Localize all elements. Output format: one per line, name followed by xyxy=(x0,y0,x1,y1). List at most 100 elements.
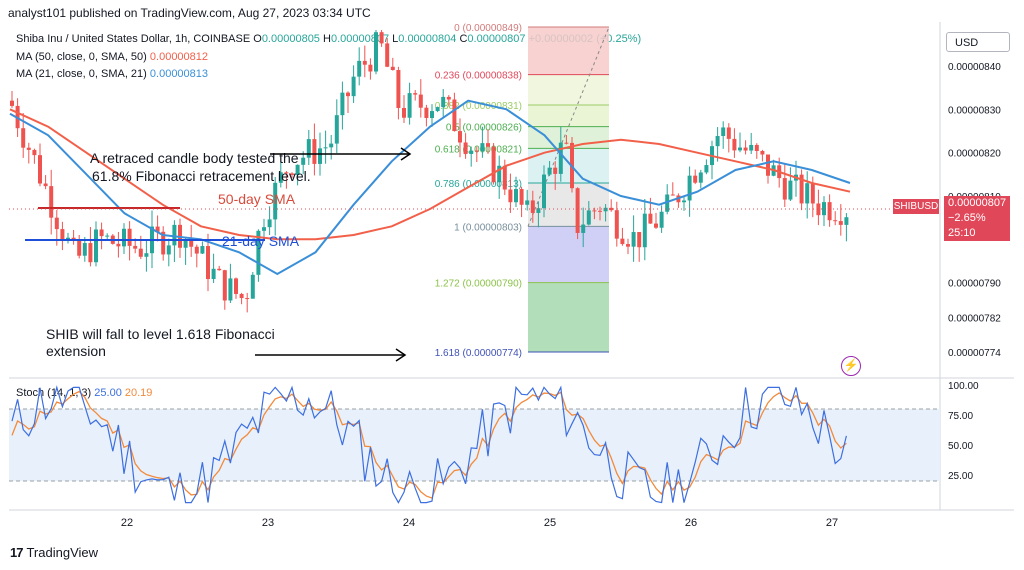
candle-body xyxy=(295,164,300,175)
candle-body xyxy=(396,70,401,108)
candle-body xyxy=(654,223,658,228)
candle-body xyxy=(670,194,675,196)
ma21-label: MA (21, close, 0, SMA, 21) xyxy=(16,68,147,80)
candle-body xyxy=(10,100,14,106)
candle-body xyxy=(502,165,507,190)
candle-body xyxy=(133,245,138,249)
candle-body xyxy=(598,210,602,212)
candle-body xyxy=(530,200,535,213)
bolt-icon[interactable]: ⚡ xyxy=(841,356,861,376)
ma50-legend: MA (50, close, 0, SMA, 50) 0.00000812 xyxy=(16,51,208,63)
last-price-box: 0.00000807 −2.65% 25:10 xyxy=(944,196,1010,241)
candle-body xyxy=(32,149,37,156)
candle-body xyxy=(754,144,759,151)
candle-body xyxy=(239,293,244,299)
candle-body xyxy=(682,200,686,203)
candle-body xyxy=(435,107,440,112)
time-axis-tick: 22 xyxy=(121,517,133,529)
time-axis-tick: 26 xyxy=(685,517,697,529)
stoch-k-value: 25.00 xyxy=(94,387,122,399)
candle-body xyxy=(138,248,143,257)
ohlc-open-label: O xyxy=(253,33,262,45)
candle-body xyxy=(407,93,412,118)
time-axis-tick: 27 xyxy=(826,517,838,529)
candle-body xyxy=(822,202,826,216)
candle-body xyxy=(816,203,821,216)
currency-button[interactable]: USD xyxy=(946,32,1010,52)
candle-body xyxy=(88,243,93,263)
candle-body xyxy=(278,172,283,183)
candle-body xyxy=(200,246,205,254)
ohlc-low: 0.00000804 xyxy=(398,33,457,45)
candle-body xyxy=(452,99,457,132)
candle-body xyxy=(54,217,59,230)
ohlc-low-label: L xyxy=(392,33,399,45)
candle-body xyxy=(144,253,149,257)
candle-body xyxy=(49,186,54,218)
candle-body xyxy=(99,229,104,237)
candle-body xyxy=(749,144,754,151)
fib-level-label: 1 (0.00000803) xyxy=(454,222,522,233)
candle-body xyxy=(760,150,765,155)
candle-body xyxy=(43,183,48,187)
candle-body xyxy=(698,172,703,183)
candle-body xyxy=(116,243,121,247)
stoch-d-value: 20.19 xyxy=(124,387,153,399)
symbol-name: Shiba Inu / United States Dollar, 1h, CO… xyxy=(16,33,251,45)
candle-body xyxy=(21,128,26,148)
candle-body xyxy=(542,174,546,209)
arrow-extension-head xyxy=(395,348,407,362)
tradingview-brand: TradingView xyxy=(26,545,99,560)
fib-level-label: 0.786 (0.00000813) xyxy=(435,179,522,190)
candle-body xyxy=(77,240,82,256)
annotation-50-day-sma: 50-day SMA xyxy=(218,191,296,207)
candle-body xyxy=(94,229,98,263)
candle-body xyxy=(766,154,770,176)
candle-body xyxy=(491,146,496,183)
candle-body xyxy=(626,244,630,247)
fib-level-label: 1.272 (0.00000790) xyxy=(435,279,522,290)
candle-body xyxy=(60,229,65,241)
candle-body xyxy=(525,200,530,205)
candle-body xyxy=(486,143,490,147)
candle-body xyxy=(558,142,563,174)
last-change: −2.65% xyxy=(948,212,986,224)
candle-body xyxy=(38,155,42,184)
fib-level-label: 0.236 (0.00000838) xyxy=(435,71,522,82)
candle-body xyxy=(206,246,210,280)
candle-body xyxy=(368,64,373,72)
candle-body xyxy=(194,246,199,254)
candle-body xyxy=(519,189,524,205)
arrow-retrace-head xyxy=(400,147,412,161)
candle-body xyxy=(312,139,317,164)
candle-body xyxy=(799,174,804,204)
candle-body xyxy=(234,278,238,294)
candle-body xyxy=(267,219,272,228)
candle-body xyxy=(458,131,462,143)
candle-body xyxy=(838,221,843,225)
ma50-value: 0.00000812 xyxy=(149,51,209,63)
fib-zone xyxy=(528,126,609,149)
candle-body xyxy=(609,207,614,211)
ma21-legend: MA (21, close, 0, SMA, 21) 0.00000813 xyxy=(16,68,208,80)
candle-body xyxy=(637,232,642,248)
ohlc-open: 0.00000805 xyxy=(261,33,320,45)
time-axis-tick: 24 xyxy=(403,517,415,529)
candle-body xyxy=(441,96,446,108)
candle-body xyxy=(547,167,552,175)
candle-body xyxy=(390,66,395,71)
candle-body xyxy=(402,107,406,118)
candle-body xyxy=(245,298,250,300)
candle-body xyxy=(704,165,709,173)
fib-level-label: 0.5 (0.00000826) xyxy=(446,123,522,134)
candle-body xyxy=(166,245,171,255)
fib-level-label: 0 (0.00000849) xyxy=(454,23,522,34)
candle-body xyxy=(189,239,194,247)
fib-zone xyxy=(528,183,609,227)
stoch-axis-tick: 25.00 xyxy=(948,471,973,482)
price-axis-tick: 0.00000782 xyxy=(948,313,1001,324)
candle-body xyxy=(581,224,586,233)
candle-body xyxy=(161,231,166,255)
fib-level-label: 0.618 (0.00000821) xyxy=(435,144,522,155)
candle-body xyxy=(418,94,423,108)
